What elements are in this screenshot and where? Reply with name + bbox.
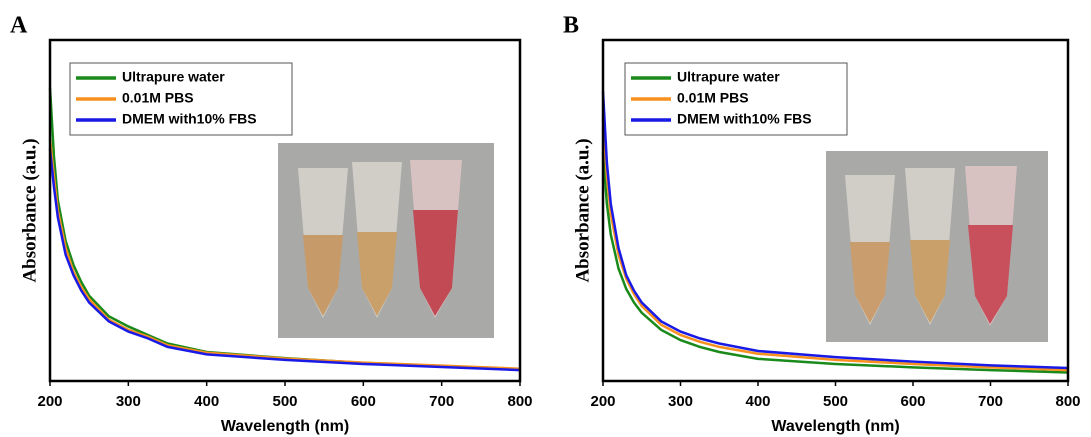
- x-tick-label: 800: [507, 393, 532, 410]
- x-tick-label: 800: [1055, 393, 1080, 410]
- x-tick-label: 600: [351, 393, 376, 410]
- series-line: [48, 148, 521, 372]
- y-axis-label: Absorbance (a.u.): [572, 138, 593, 282]
- legend-label: 0.01M PBS: [677, 90, 749, 106]
- series-line: [601, 118, 1069, 372]
- legend-label: Ultrapure water: [677, 69, 780, 85]
- series-line: [601, 91, 1069, 370]
- plot-frame: [48, 38, 522, 383]
- plot-frame: [601, 38, 1070, 383]
- x-tick-label: 600: [900, 393, 925, 410]
- legend-label: DMEM with10% FBS: [122, 111, 257, 127]
- series-line: [48, 138, 521, 370]
- x-tick-label: 500: [823, 393, 848, 410]
- x-tick-label: 700: [978, 393, 1003, 410]
- panel-label: B: [563, 13, 579, 39]
- x-axis-label: Wavelength (nm): [771, 418, 899, 435]
- legend-label: DMEM with10% FBS: [677, 111, 812, 127]
- y-axis-label: Absorbance (a.u.): [19, 138, 40, 282]
- x-axis-label: Wavelength (nm): [221, 418, 349, 435]
- x-tick-label: 200: [590, 393, 615, 410]
- legend-label: Ultrapure water: [122, 69, 225, 85]
- inset-photo: [826, 151, 1048, 342]
- inset-photo: [278, 143, 494, 338]
- series-line: [601, 152, 1069, 374]
- legend-label: 0.01M PBS: [122, 90, 194, 106]
- x-tick-label: 300: [668, 393, 693, 410]
- x-tick-label: 400: [745, 393, 770, 410]
- x-tick-label: 500: [272, 393, 297, 410]
- panel-label: A: [10, 13, 28, 39]
- x-tick-label: 200: [37, 393, 62, 410]
- x-tick-label: 700: [429, 393, 454, 410]
- x-tick-label: 300: [116, 393, 141, 410]
- x-tick-label: 400: [194, 393, 219, 410]
